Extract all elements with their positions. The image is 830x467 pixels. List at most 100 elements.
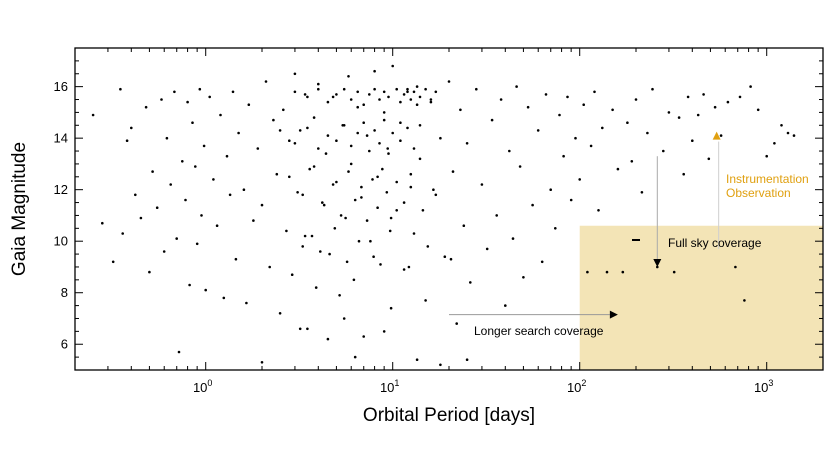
data-point (582, 103, 585, 106)
x-tick-label: 100 (193, 378, 212, 395)
data-point (434, 90, 438, 94)
data-point (511, 237, 515, 240)
x-tick-base: 10 (567, 380, 581, 395)
data-point (424, 299, 427, 302)
data-point (181, 160, 184, 163)
data-point (504, 304, 507, 307)
data-point (200, 214, 203, 217)
data-point (786, 131, 790, 135)
data-point (415, 103, 419, 106)
x-tick-exponent: 1 (394, 378, 399, 388)
data-point (399, 139, 402, 142)
data-point (293, 90, 297, 94)
data-point (360, 196, 363, 199)
data-point (634, 98, 638, 101)
data-point (175, 237, 178, 240)
data-point (362, 335, 366, 338)
data-point (616, 167, 620, 171)
data-point (389, 306, 393, 310)
data-point (382, 118, 386, 122)
instrumentation-marker (712, 131, 721, 140)
data-point (406, 90, 409, 94)
data-point (508, 149, 511, 153)
data-point (562, 154, 565, 158)
longer-search-label: Longer search coverage (474, 324, 604, 338)
data-point (184, 198, 187, 202)
data-point (308, 167, 312, 171)
data-point (621, 270, 625, 274)
data-point (301, 193, 305, 197)
data-point (365, 134, 369, 137)
data-point (234, 257, 238, 261)
data-point (593, 90, 596, 94)
data-point (412, 232, 416, 235)
data-point (540, 260, 544, 264)
data-point (194, 165, 197, 168)
y-tick-label: 12 (54, 182, 68, 197)
data-point (278, 312, 282, 315)
data-point (443, 255, 447, 258)
data-point (389, 216, 393, 220)
data-point (352, 278, 356, 282)
data-point (385, 191, 389, 194)
data-point (326, 100, 330, 104)
data-point (656, 265, 659, 269)
data-point (282, 108, 285, 112)
x-tick-exponent: 3 (768, 378, 773, 388)
data-point (306, 327, 309, 331)
data-point (387, 152, 390, 155)
data-point (672, 270, 676, 274)
x-tick-base: 10 (754, 380, 768, 395)
data-point (719, 134, 723, 137)
data-point (349, 144, 353, 148)
data-point (357, 239, 361, 243)
data-point (186, 100, 189, 104)
data-point (465, 358, 469, 362)
data-point (349, 98, 353, 101)
x-tick-label: 102 (567, 378, 586, 395)
data-point (549, 188, 552, 191)
data-point (331, 95, 335, 99)
data-point (395, 87, 399, 91)
data-point (449, 257, 453, 261)
data-point (424, 87, 427, 91)
data-point (696, 113, 700, 117)
data-point (324, 152, 328, 155)
data-point (455, 322, 459, 325)
data-point (386, 147, 390, 150)
data-point (429, 100, 433, 104)
data-point (202, 144, 206, 148)
y-tick-label: 6 (61, 337, 68, 352)
data-point (407, 265, 411, 269)
data-point (485, 247, 489, 251)
data-point (611, 108, 614, 112)
data-point (296, 191, 299, 194)
data-point (378, 98, 381, 101)
instrumentation-label: Observation (726, 186, 791, 200)
data-point (447, 80, 451, 83)
data-point (317, 147, 320, 150)
data-point (406, 126, 409, 130)
data-point (326, 134, 330, 137)
data-point (531, 203, 534, 207)
data-point (356, 131, 360, 135)
data-point (382, 90, 386, 94)
data-point (558, 113, 561, 117)
data-point (726, 100, 730, 104)
data-point (148, 270, 151, 274)
data-point (345, 260, 349, 264)
data-point (237, 131, 240, 135)
data-point (319, 250, 322, 253)
data-point (707, 157, 711, 161)
data-point (198, 87, 202, 91)
x-tick-exponent: 2 (581, 378, 586, 388)
data-point (518, 165, 522, 168)
data-point (256, 147, 260, 150)
data-point (252, 219, 255, 222)
data-point (749, 85, 752, 88)
data-point (91, 113, 95, 117)
data-point (169, 183, 172, 186)
data-point (415, 358, 419, 362)
data-point (418, 157, 422, 161)
